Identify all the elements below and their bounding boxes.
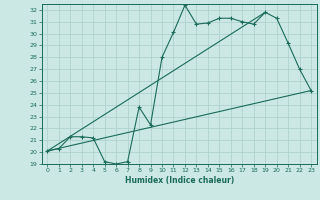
X-axis label: Humidex (Indice chaleur): Humidex (Indice chaleur) <box>124 176 234 185</box>
